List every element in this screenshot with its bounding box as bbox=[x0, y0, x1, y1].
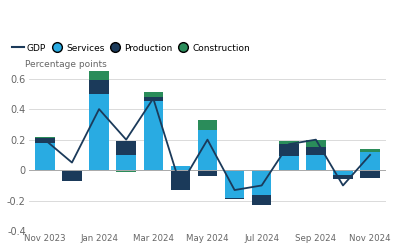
Bar bbox=[116, 170, 136, 172]
Legend: GDP, Services, Production, Construction: GDP, Services, Production, Construction bbox=[12, 44, 250, 52]
Bar bbox=[306, 147, 326, 155]
Bar bbox=[144, 97, 163, 102]
Bar bbox=[89, 70, 109, 80]
Bar bbox=[279, 141, 298, 144]
Bar bbox=[225, 198, 244, 199]
Bar bbox=[279, 144, 298, 156]
Bar bbox=[62, 170, 82, 181]
Bar bbox=[89, 80, 109, 94]
Bar bbox=[116, 141, 136, 155]
Bar bbox=[171, 166, 190, 170]
Bar bbox=[252, 170, 272, 195]
Bar bbox=[116, 155, 136, 170]
Bar bbox=[35, 138, 55, 143]
Bar bbox=[144, 92, 163, 97]
Bar bbox=[35, 136, 55, 138]
Bar bbox=[252, 195, 272, 205]
Bar bbox=[198, 120, 217, 130]
Text: Percentage points: Percentage points bbox=[25, 60, 107, 69]
Bar bbox=[306, 140, 326, 147]
Bar bbox=[306, 155, 326, 170]
Bar bbox=[198, 130, 217, 170]
Bar bbox=[360, 149, 380, 152]
Bar bbox=[333, 175, 353, 179]
Bar bbox=[144, 102, 163, 170]
Bar bbox=[360, 152, 380, 170]
Bar bbox=[333, 170, 353, 175]
Bar bbox=[89, 94, 109, 170]
Bar bbox=[279, 156, 298, 170]
Bar bbox=[360, 170, 380, 178]
Bar bbox=[198, 170, 217, 176]
Bar bbox=[171, 170, 190, 190]
Bar bbox=[225, 170, 244, 198]
Bar bbox=[35, 143, 55, 170]
